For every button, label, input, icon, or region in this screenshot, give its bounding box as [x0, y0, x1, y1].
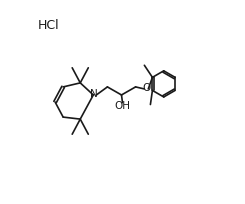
Text: HCl: HCl — [38, 19, 60, 32]
Text: OH: OH — [114, 101, 131, 111]
Text: O: O — [143, 83, 151, 93]
Text: N: N — [90, 89, 98, 99]
